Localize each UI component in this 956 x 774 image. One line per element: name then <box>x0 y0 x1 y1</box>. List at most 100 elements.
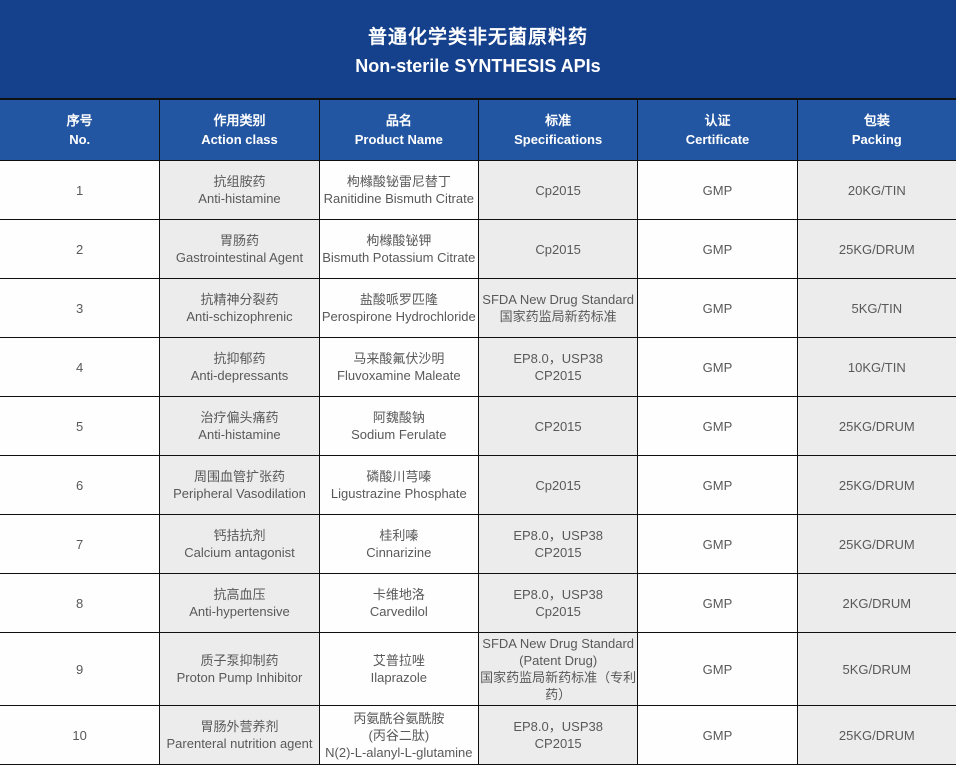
cell-line: N(2)-L-alanyl-L-glutamine <box>325 744 473 760</box>
cell-line: Peripheral Vasodilation <box>173 486 306 501</box>
cell-line: Anti-histamine <box>198 427 281 442</box>
column-header-zh: 包装 <box>863 113 890 128</box>
cell-line: 桂利嗪 <box>379 528 419 543</box>
cell-line: 周围血管扩张药 <box>193 469 285 484</box>
cell-line: 7 <box>76 536 84 552</box>
certificate-cell: GMP <box>637 574 797 632</box>
specifications-cell: Cp2015 <box>477 456 638 514</box>
packing-cell: 25KG/DRUM <box>796 515 956 573</box>
cell-line: 4 <box>76 359 84 375</box>
product-name-cell: 卡维地洛 Carvedilol <box>318 574 478 632</box>
specifications-cell: EP8.0，USP38 CP2015 <box>477 338 638 396</box>
cell-line: Ligustrazine Phosphate <box>330 486 467 501</box>
cell-line: GMP <box>702 477 733 493</box>
column-header-product-name: 品名 Product Name <box>318 100 478 160</box>
cell-line: 治疗偏头痛药 <box>200 410 279 425</box>
cell-line: (Patent Drug) <box>519 653 598 668</box>
cell-line: 卡维地洛 <box>372 587 425 602</box>
table-row: 6 周围血管扩张药 Peripheral Vasodilation 磷酸川芎嗪 Ligu… <box>0 455 956 514</box>
no-cell: 10 <box>0 706 160 764</box>
cell-line: GMP <box>702 661 733 677</box>
no-cell: 8 <box>0 574 160 632</box>
product-name-cell: 艾普拉唑 Ilaprazole <box>318 633 478 705</box>
cell-line: 阿魏酸钠 <box>372 410 425 425</box>
packing-cell: 5KG/DRUM <box>796 633 956 705</box>
column-header-zh: 认证 <box>704 113 731 128</box>
certificate-cell: GMP <box>637 220 797 278</box>
cell-line: EP8.0，USP38 <box>513 587 603 602</box>
product-name-cell: 阿魏酸钠 Sodium Ferulate <box>318 397 478 455</box>
cell-line: Anti-histamine <box>198 191 281 206</box>
cell-line: 胃肠外营养剂 <box>200 719 279 734</box>
cell-line: GMP <box>702 418 733 434</box>
action-class-cell: 治疗偏头痛药 Anti-histamine <box>159 397 319 455</box>
certificate-cell: GMP <box>637 397 797 455</box>
table-row: 5 治疗偏头痛药 Anti-histamine 阿魏酸钠 Sodium Ferulate… <box>0 396 956 455</box>
table-row: 3 抗精神分裂药 Anti-schizophrenic 盐酸哌罗匹隆 Perospiro… <box>0 278 956 337</box>
product-name-cell: 盐酸哌罗匹隆 Perospirone Hydrochloride <box>318 279 478 337</box>
cell-line: GMP <box>702 182 733 198</box>
cell-line: Anti-depressants <box>190 368 289 383</box>
cell-line: 25KG/DRUM <box>838 536 915 552</box>
cell-line: 国家药监局新药标准 <box>499 309 617 324</box>
cell-line: EP8.0，USP38 <box>513 528 603 543</box>
packing-cell: 10KG/TIN <box>796 338 956 396</box>
cell-line: SFDA New Drug Standard <box>482 636 635 651</box>
cell-line: 6 <box>76 477 84 493</box>
cell-line: GMP <box>702 536 733 552</box>
cell-line: Cp2015 <box>535 241 581 257</box>
packing-cell: 5KG/TIN <box>796 279 956 337</box>
no-cell: 3 <box>0 279 160 337</box>
title-chinese: 普通化学类非无菌原料药 <box>367 26 588 48</box>
cell-line: CP2015 <box>534 418 582 434</box>
cell-line: 马来酸氟伏沙明 <box>353 351 445 366</box>
cell-line: 25KG/DRUM <box>838 241 915 257</box>
table-body: 1 抗组胺药 Anti-histamine 枸橼酸铋雷尼替丁 Ranitidine Bi… <box>0 160 956 765</box>
cell-line: 3 <box>76 300 84 316</box>
packing-cell: 25KG/DRUM <box>796 456 956 514</box>
packing-cell: 25KG/DRUM <box>796 706 956 764</box>
table-row: 7 钙拮抗剂 Calcium antagonist 桂利嗪 Cinnarizine EP8… <box>0 514 956 573</box>
table-title-banner: 普通化学类非无菌原料药 Non-sterile SYNTHESIS APIs <box>0 0 956 100</box>
specifications-cell: EP8.0，USP38 CP2015 <box>477 706 638 764</box>
cell-line: Gastrointestinal Agent <box>175 250 304 265</box>
table-row: 1 抗组胺药 Anti-histamine 枸橼酸铋雷尼替丁 Ranitidine Bi… <box>0 160 956 219</box>
cell-line: 2 <box>76 241 84 257</box>
cell-line: CP2015 <box>534 368 582 383</box>
cell-line: 1 <box>76 182 84 198</box>
cell-line: CP2015 <box>534 736 582 751</box>
table-row: 8 抗高血压 Anti-hypertensive 卡维地洛 Carvedilol EP8.… <box>0 573 956 632</box>
action-class-cell: 钙拮抗剂 Calcium antagonist <box>159 515 319 573</box>
specifications-cell: Cp2015 <box>477 161 638 219</box>
product-name-cell: 马来酸氟伏沙明 Fluvoxamine Maleate <box>318 338 478 396</box>
column-header-en: Certificate <box>685 132 750 147</box>
cell-line: 20KG/TIN <box>847 182 906 198</box>
table-row: 10 胃肠外营养剂 Parenteral nutrition agent 丙氨酰谷氨酰… <box>0 705 956 765</box>
cell-line: Sodium Ferulate <box>351 427 447 442</box>
cell-line: (丙谷二肽) <box>368 727 430 743</box>
cell-line: 抗组胺药 <box>213 174 266 189</box>
cell-line: 25KG/DRUM <box>838 727 915 743</box>
cell-line: 5KG/DRUM <box>842 661 912 677</box>
product-name-cell: 枸橼酸铋钾 Bismuth Potassium Citrate <box>318 220 478 278</box>
cell-line: 抗精神分裂药 <box>200 292 279 307</box>
cell-line: Cp2015 <box>535 604 581 619</box>
cell-line: Carvedilol <box>369 604 428 619</box>
certificate-cell: GMP <box>637 456 797 514</box>
no-cell: 2 <box>0 220 160 278</box>
column-header-zh: 序号 <box>66 113 93 128</box>
certificate-cell: GMP <box>637 161 797 219</box>
no-cell: 9 <box>0 633 160 705</box>
certificate-cell: GMP <box>637 279 797 337</box>
action-class-cell: 胃肠药 Gastrointestinal Agent <box>159 220 319 278</box>
column-header-en: Packing <box>851 132 902 147</box>
cell-line: 抗抑郁药 <box>213 351 266 366</box>
certificate-cell: GMP <box>637 706 797 764</box>
product-name-cell: 丙氨酰谷氨酰胺 (丙谷二肽) N(2)-L-alanyl-L-glutamine <box>318 706 478 764</box>
table-row: 4 抗抑郁药 Anti-depressants 马来酸氟伏沙明 Fluvoxamine … <box>0 337 956 396</box>
product-name-cell: 磷酸川芎嗪 Ligustrazine Phosphate <box>318 456 478 514</box>
specifications-cell: EP8.0，USP38 CP2015 <box>477 515 638 573</box>
cell-line: 盐酸哌罗匹隆 <box>359 292 438 307</box>
cell-line: GMP <box>702 595 733 611</box>
